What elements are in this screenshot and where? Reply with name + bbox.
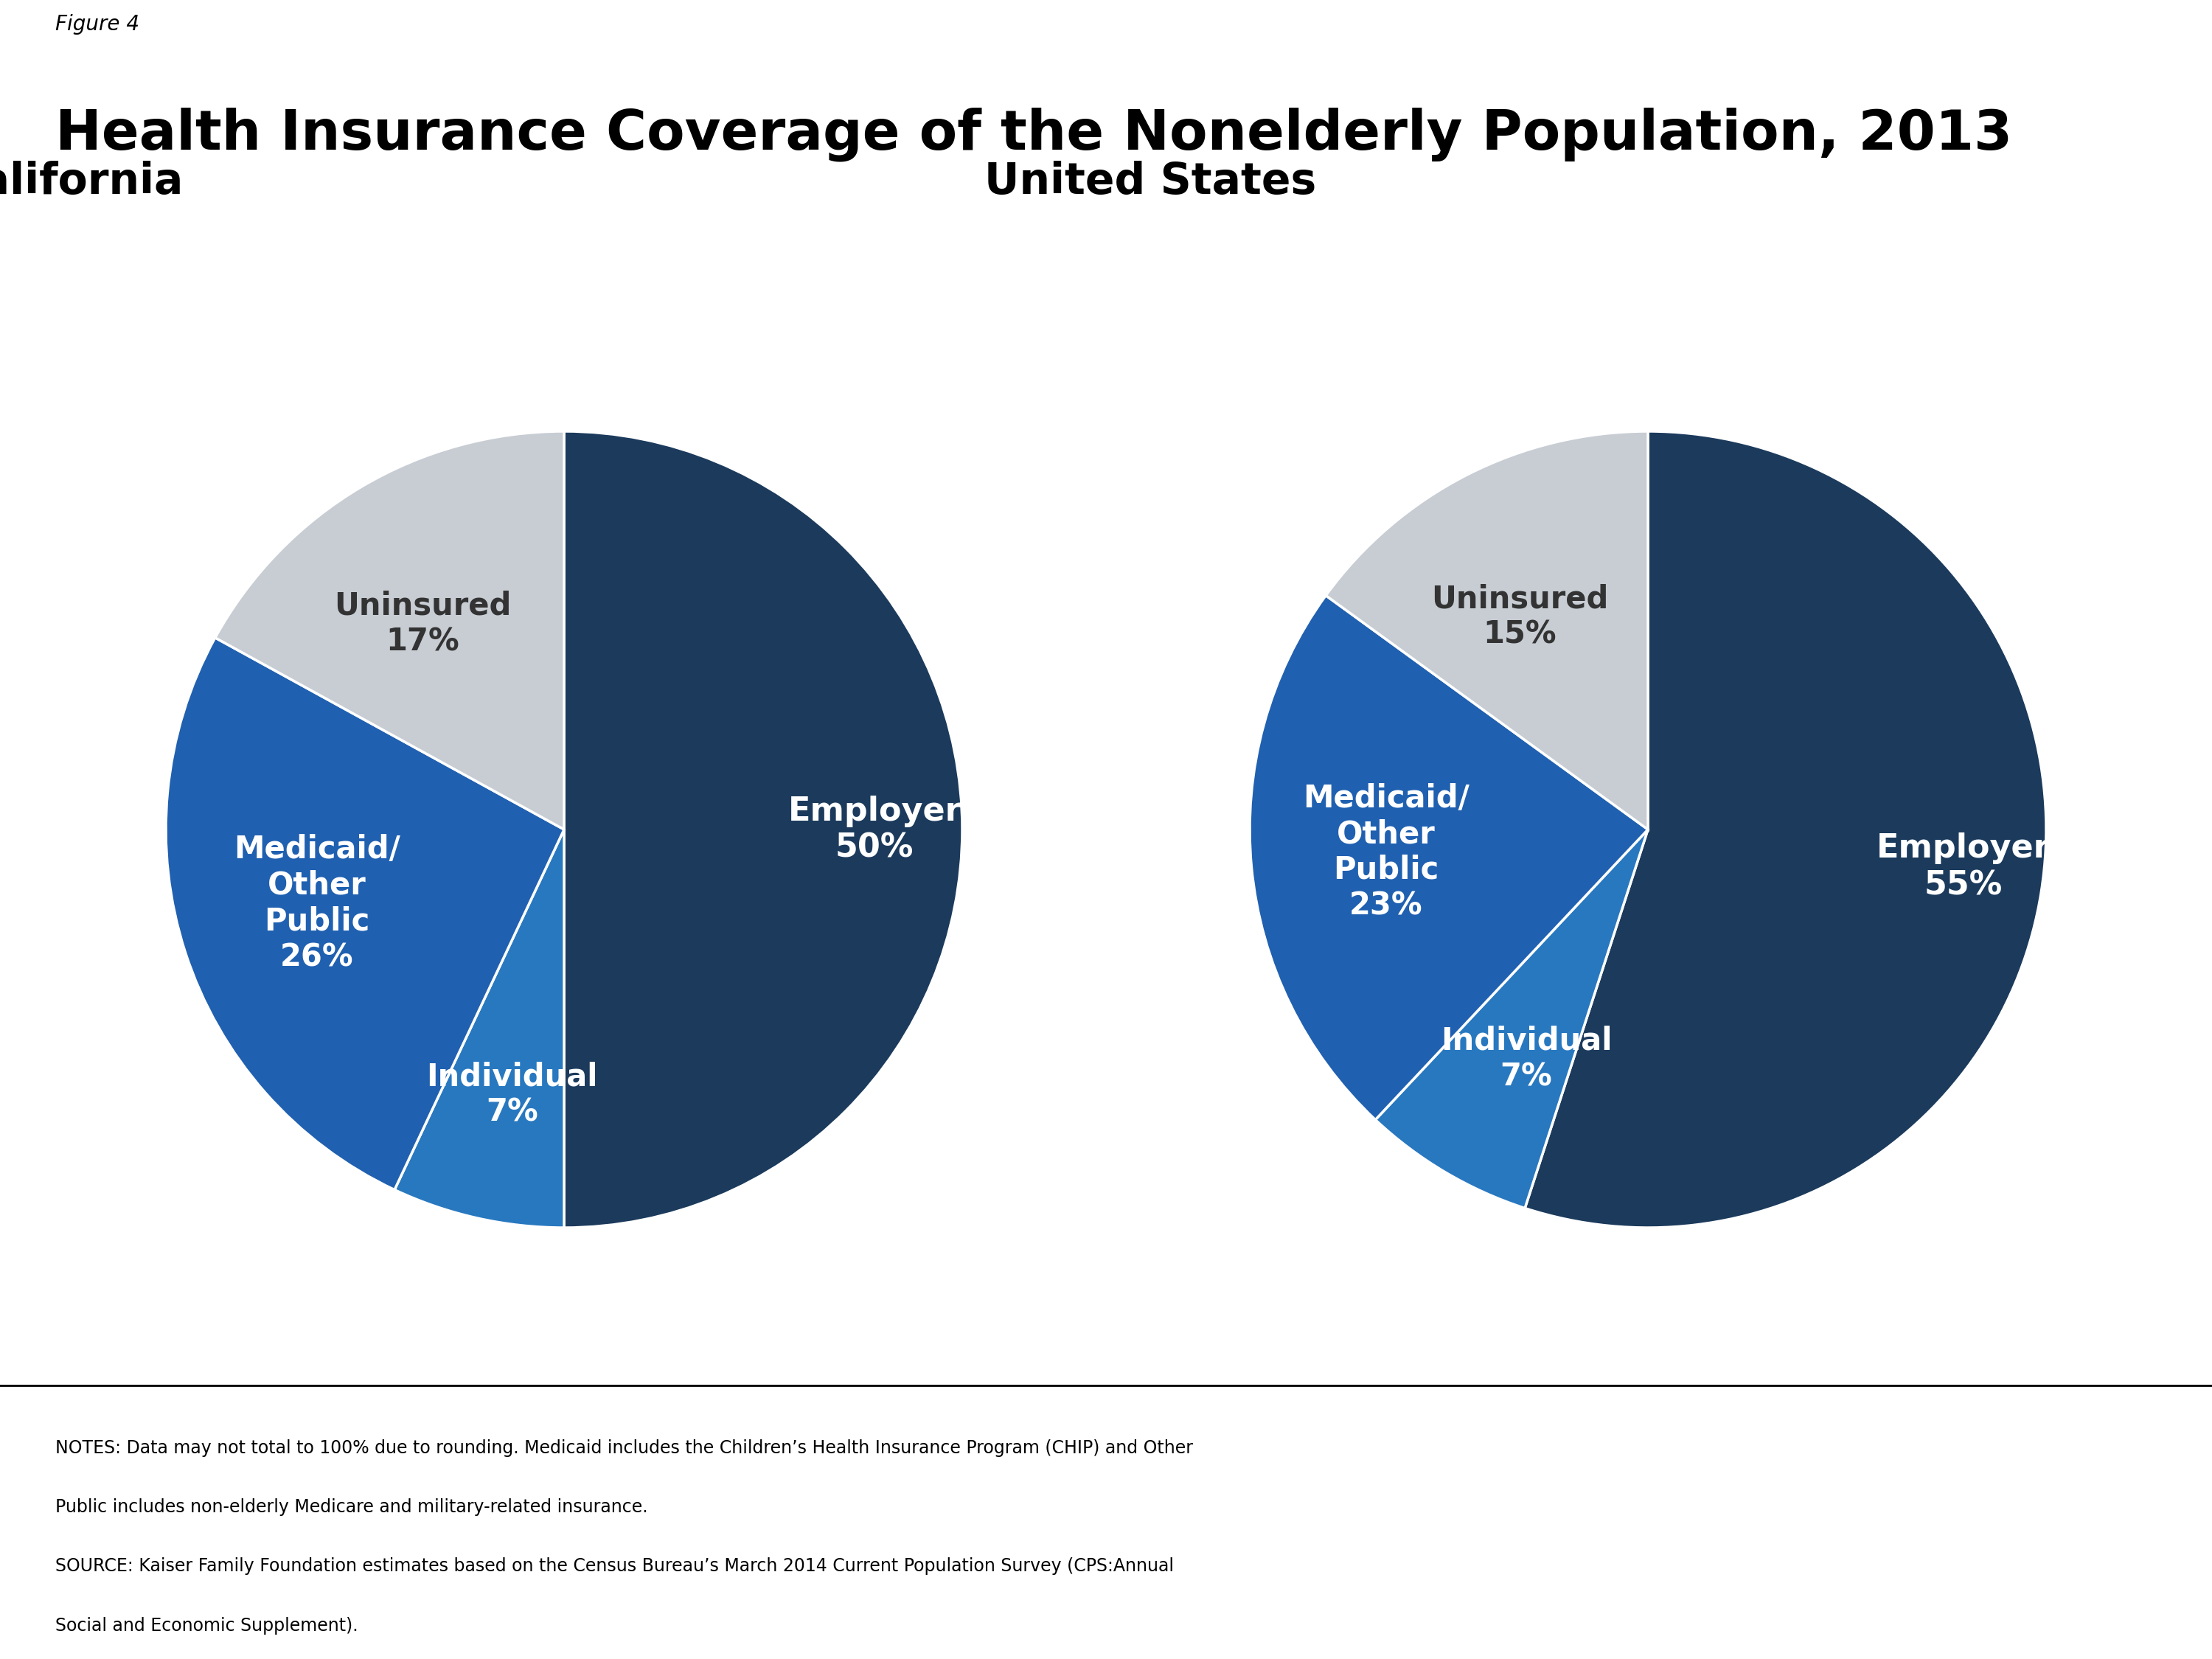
Wedge shape [1325, 431, 1648, 830]
Text: Figure 4: Figure 4 [55, 13, 139, 35]
Text: United States: United States [984, 161, 1316, 202]
Wedge shape [1250, 596, 1648, 1120]
Text: Medicaid/
Other
Public
23%: Medicaid/ Other Public 23% [1303, 783, 1469, 921]
Text: Uninsured
15%: Uninsured 15% [1431, 584, 1608, 650]
Text: KAISER: KAISER [2015, 1462, 2108, 1483]
Text: NOTES: Data may not total to 100% due to rounding. Medicaid includes the Childre: NOTES: Data may not total to 100% due to… [55, 1438, 1192, 1457]
Wedge shape [1524, 431, 2046, 1228]
Text: Health Insurance Coverage of the Nonelderly Population, 2013: Health Insurance Coverage of the Nonelde… [55, 108, 2013, 161]
Text: Employer
50%: Employer 50% [787, 795, 962, 864]
Wedge shape [564, 431, 962, 1228]
Text: Individual
7%: Individual 7% [427, 1062, 597, 1128]
Text: Social and Economic Supplement).: Social and Economic Supplement). [55, 1616, 358, 1634]
Text: Public includes non-elderly Medicare and military-related insurance.: Public includes non-elderly Medicare and… [55, 1498, 648, 1516]
Wedge shape [215, 431, 564, 830]
Text: THE HENRY J.: THE HENRY J. [2015, 1402, 2108, 1415]
Wedge shape [166, 637, 564, 1190]
Text: FAMILY: FAMILY [2017, 1503, 2106, 1525]
Text: Uninsured
17%: Uninsured 17% [334, 591, 511, 657]
Text: Individual
7%: Individual 7% [1440, 1025, 1613, 1092]
Wedge shape [1376, 830, 1648, 1208]
Text: SOURCE: Kaiser Family Foundation estimates based on the Census Bureau’s March 20: SOURCE: Kaiser Family Foundation estimat… [55, 1558, 1175, 1574]
Text: FOUNDATION: FOUNDATION [2015, 1608, 2108, 1621]
Text: Medicaid/
Other
Public
26%: Medicaid/ Other Public 26% [234, 834, 400, 972]
Text: Employer
55%: Employer 55% [1876, 833, 2051, 901]
Wedge shape [394, 830, 564, 1228]
Text: California: California [0, 161, 184, 202]
